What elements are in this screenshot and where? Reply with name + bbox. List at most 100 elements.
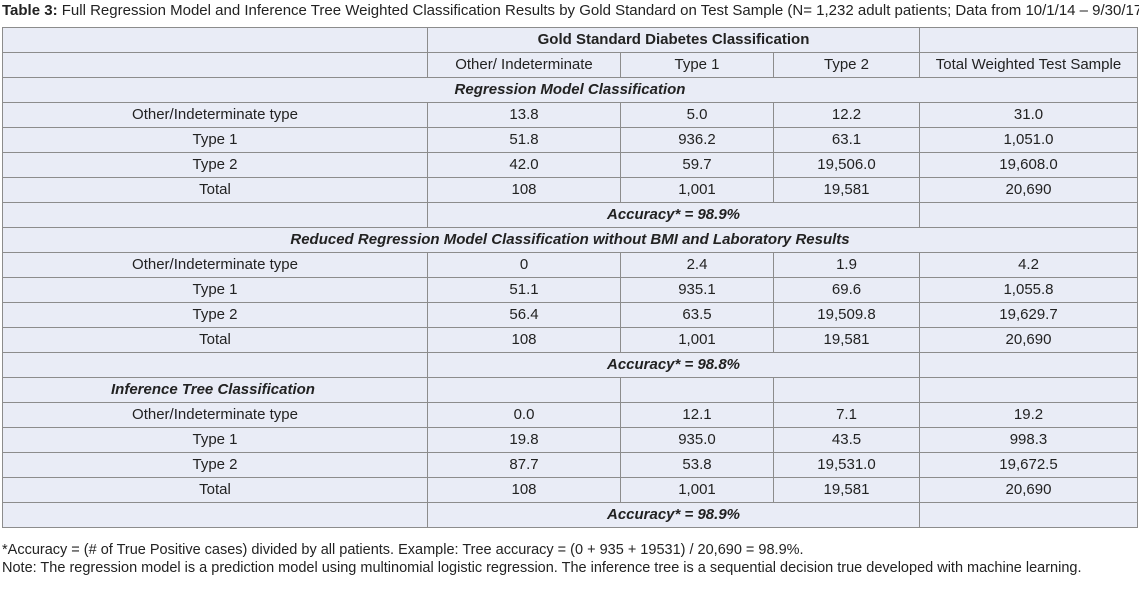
table-cell: 43.5 <box>773 427 920 453</box>
table-cell: 19.8 <box>427 427 621 453</box>
table-cell: 7.1 <box>773 402 920 428</box>
table-cell: 19,581 <box>773 327 920 353</box>
table-cell: 935.1 <box>620 277 774 303</box>
table-cell: 1,055.8 <box>919 277 1138 303</box>
accuracy-empty-cell <box>919 202 1138 228</box>
table-cell: 87.7 <box>427 452 621 478</box>
table-row: Other/Indeterminate type 13.8 5.0 12.2 3… <box>2 102 1138 128</box>
section-title-row: Reduced Regression Model Classification … <box>2 227 1138 253</box>
table-cell: 56.4 <box>427 302 621 328</box>
row-label: Type 2 <box>2 152 428 178</box>
table-cell: 69.6 <box>773 277 920 303</box>
table-cell: 1,001 <box>620 177 774 203</box>
table-cell: 108 <box>427 477 621 503</box>
row-label: Other/Indeterminate type <box>2 252 428 278</box>
accuracy-value: Accuracy* = 98.9% <box>427 202 920 228</box>
table-cell: 19,672.5 <box>919 452 1138 478</box>
table-cell: 12.1 <box>620 402 774 428</box>
table-cell: 108 <box>427 327 621 353</box>
table-cell: 935.0 <box>620 427 774 453</box>
table-cell: 2.4 <box>620 252 774 278</box>
table-caption: Table 3: Full Regression Model and Infer… <box>2 2 1139 20</box>
table-cell: 936.2 <box>620 127 774 153</box>
table-cell: 19,608.0 <box>919 152 1138 178</box>
column-header: Other/ Indeterminate <box>427 52 621 78</box>
table-cell: 998.3 <box>919 427 1138 453</box>
table-row: Total 108 1,001 19,581 20,690 <box>2 477 1138 503</box>
method-note: Note: The regression model is a predicti… <box>2 560 1082 576</box>
table-cell: 108 <box>427 177 621 203</box>
table-cell: 19,506.0 <box>773 152 920 178</box>
table-row: Type 1 51.1 935.1 69.6 1,055.8 <box>2 277 1138 303</box>
section-title: Regression Model Classification <box>2 77 1138 103</box>
section-empty-cell <box>919 377 1138 403</box>
table-caption-label: Table 3: <box>2 2 58 19</box>
table-cell: 51.8 <box>427 127 621 153</box>
header-group-row: Gold Standard Diabetes Classification <box>2 27 1138 53</box>
classification-table: Gold Standard Diabetes Classification Ot… <box>2 27 1138 528</box>
accuracy-row: Accuracy* = 98.9% <box>2 202 1138 228</box>
row-label: Type 2 <box>2 302 428 328</box>
table-cell: 1.9 <box>773 252 920 278</box>
table-cell: 1,001 <box>620 327 774 353</box>
table-cell: 19,531.0 <box>773 452 920 478</box>
table-cell: 63.1 <box>773 127 920 153</box>
accuracy-empty-cell <box>2 352 428 378</box>
table-cell: 20,690 <box>919 177 1138 203</box>
table-cell: 0.0 <box>427 402 621 428</box>
table-row: Type 2 56.4 63.5 19,509.8 19,629.7 <box>2 302 1138 328</box>
table-cell: 19,509.8 <box>773 302 920 328</box>
accuracy-value: Accuracy* = 98.8% <box>427 352 920 378</box>
row-label: Total <box>2 477 428 503</box>
table-row: Type 1 51.8 936.2 63.1 1,051.0 <box>2 127 1138 153</box>
row-label: Other/Indeterminate type <box>2 102 428 128</box>
table-cell: 4.2 <box>919 252 1138 278</box>
table-cell: 19,581 <box>773 477 920 503</box>
header-empty-cell <box>2 27 428 53</box>
table-row: Type 2 87.7 53.8 19,531.0 19,672.5 <box>2 452 1138 478</box>
section-title-row: Regression Model Classification <box>2 77 1138 103</box>
column-header: Type 2 <box>773 52 920 78</box>
row-label: Type 1 <box>2 427 428 453</box>
column-header-row: Other/ Indeterminate Type 1 Type 2 Total… <box>2 52 1138 78</box>
table-cell: 13.8 <box>427 102 621 128</box>
accuracy-value: Accuracy* = 98.9% <box>427 502 920 528</box>
row-label: Type 2 <box>2 452 428 478</box>
row-label: Total <box>2 177 428 203</box>
header-empty-cell <box>919 27 1138 53</box>
row-label: Type 1 <box>2 277 428 303</box>
gold-standard-header: Gold Standard Diabetes Classification <box>427 27 920 53</box>
table-cell: 42.0 <box>427 152 621 178</box>
accuracy-row: Accuracy* = 98.8% <box>2 352 1138 378</box>
section-title: Inference Tree Classification <box>2 377 428 403</box>
table-cell: 5.0 <box>620 102 774 128</box>
table-cell: 20,690 <box>919 477 1138 503</box>
section-title-row: Inference Tree Classification <box>2 377 1138 403</box>
table-cell: 53.8 <box>620 452 774 478</box>
section-empty-cell <box>620 377 774 403</box>
table-row: Other/Indeterminate type 0.0 12.1 7.1 19… <box>2 402 1138 428</box>
table-cell: 0 <box>427 252 621 278</box>
section-title: Reduced Regression Model Classification … <box>2 227 1138 253</box>
table-row: Total 108 1,001 19,581 20,690 <box>2 327 1138 353</box>
table-row: Total 108 1,001 19,581 20,690 <box>2 177 1138 203</box>
row-label: Other/Indeterminate type <box>2 402 428 428</box>
section-empty-cell <box>427 377 621 403</box>
table-notes: *Accuracy = (# of True Positive cases) d… <box>2 541 1132 577</box>
table-row: Type 2 42.0 59.7 19,506.0 19,608.0 <box>2 152 1138 178</box>
table-cell: 1,051.0 <box>919 127 1138 153</box>
table-cell: 31.0 <box>919 102 1138 128</box>
accuracy-footnote: *Accuracy = (# of True Positive cases) d… <box>2 542 804 558</box>
section-empty-cell <box>773 377 920 403</box>
column-header: Total Weighted Test Sample <box>919 52 1138 78</box>
header-empty-cell <box>2 52 428 78</box>
table-cell: 19.2 <box>919 402 1138 428</box>
table-cell: 20,690 <box>919 327 1138 353</box>
row-label: Type 1 <box>2 127 428 153</box>
table-caption-text: Full Regression Model and Inference Tree… <box>57 2 1139 19</box>
table-cell: 51.1 <box>427 277 621 303</box>
row-label: Total <box>2 327 428 353</box>
column-header: Type 1 <box>620 52 774 78</box>
accuracy-empty-cell <box>2 502 428 528</box>
accuracy-empty-cell <box>919 502 1138 528</box>
